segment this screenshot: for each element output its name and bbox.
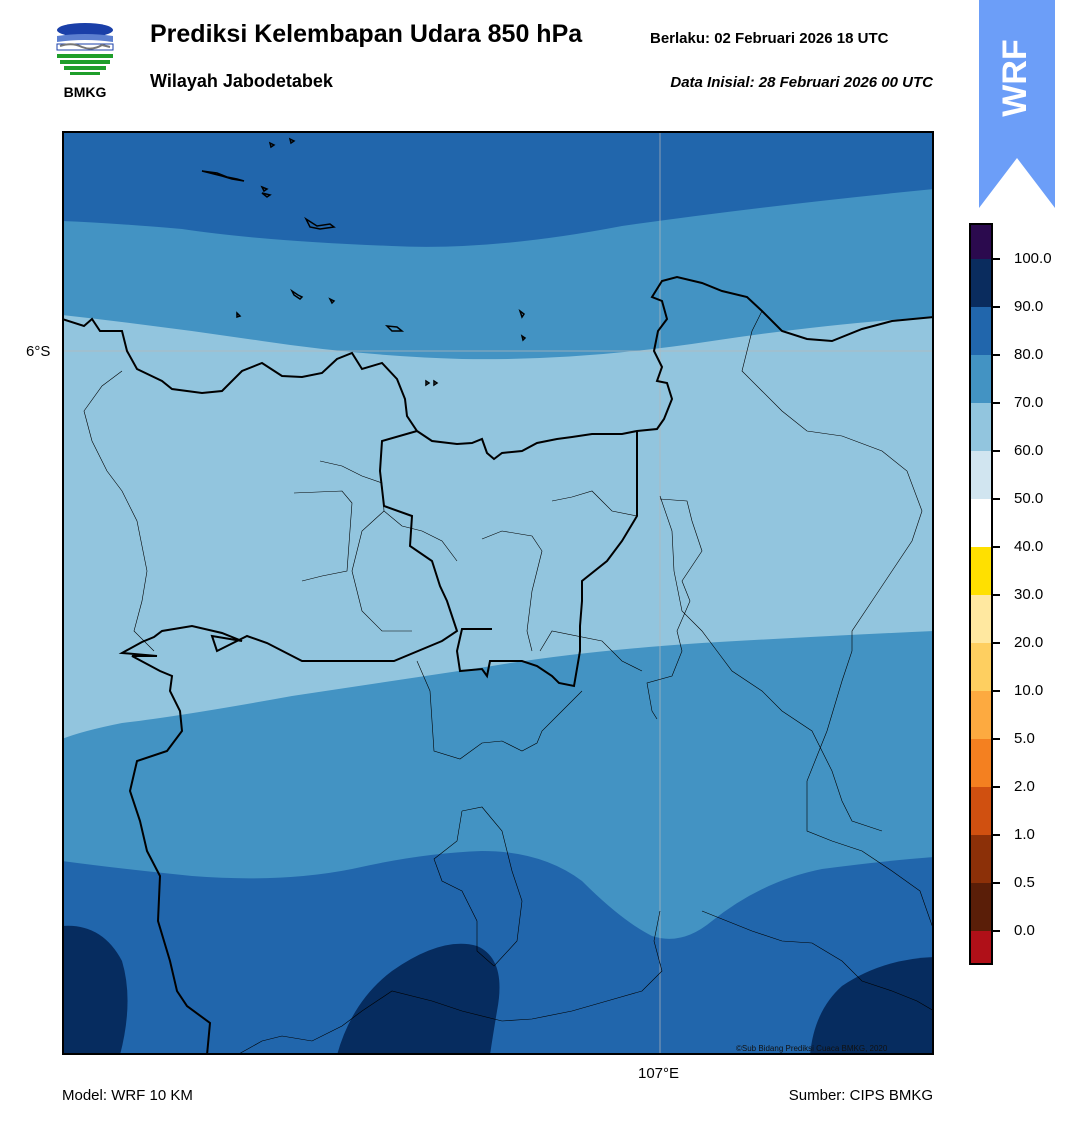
colorbar-tick bbox=[993, 402, 1000, 404]
colorbar-segment bbox=[970, 691, 992, 739]
band-90-100-se bbox=[810, 957, 934, 1055]
valid-time-label: Berlaku: 02 Februari 2026 18 UTC bbox=[650, 30, 889, 47]
islands bbox=[201, 137, 527, 387]
colorbar-tick bbox=[993, 306, 1000, 308]
colorbar-tick-label: 40.0 bbox=[1014, 538, 1044, 555]
colorbar-segment bbox=[970, 883, 992, 931]
logo-text: BMKG bbox=[63, 84, 107, 100]
colorbar-tick-label: 90.0 bbox=[1014, 298, 1044, 315]
colorbar-tick bbox=[993, 930, 1000, 932]
page-title: Prediksi Kelembapan Udara 850 hPa bbox=[150, 20, 583, 48]
colorbar-segment bbox=[970, 224, 992, 259]
band-80-90-south bbox=[62, 851, 934, 1055]
colorbar-segment bbox=[970, 835, 992, 883]
wrf-badge: WRF bbox=[979, 0, 1055, 208]
colorbar-segment bbox=[970, 307, 992, 355]
band-60-70 bbox=[62, 315, 934, 739]
colorbar-tick bbox=[993, 786, 1000, 788]
colorbar-tick bbox=[993, 546, 1000, 548]
band-90-100-south bbox=[337, 943, 500, 1055]
colorbar-tick bbox=[993, 642, 1000, 644]
colorbar-tick bbox=[993, 498, 1000, 500]
bmkg-logo-icon bbox=[56, 23, 114, 75]
band-90-100-sw bbox=[62, 925, 128, 1055]
colorbar-tick bbox=[993, 594, 1000, 596]
colorbar bbox=[969, 223, 993, 965]
wrf-badge-text: WRF bbox=[996, 39, 1034, 116]
init-time-label: Data Inisial: 28 Februari 2026 00 UTC bbox=[670, 74, 933, 91]
colorbar-tick-label: 0.5 bbox=[1014, 874, 1035, 891]
colorbar-tick bbox=[993, 882, 1000, 884]
colorbar-tick-label: 80.0 bbox=[1014, 346, 1044, 363]
colorbar-tick-label: 1.0 bbox=[1014, 826, 1035, 843]
colorbar-segment bbox=[970, 451, 992, 499]
region-subtitle: Wilayah Jabodetabek bbox=[150, 71, 333, 91]
colorbar-segment bbox=[970, 259, 992, 307]
colorbar-tick-label: 20.0 bbox=[1014, 634, 1044, 651]
lat-tick-label: 6°S bbox=[26, 343, 51, 360]
colorbar-segment bbox=[970, 787, 992, 835]
colorbar-segment bbox=[970, 403, 992, 451]
colorbar-segment bbox=[970, 499, 992, 547]
colorbar-tick-label: 60.0 bbox=[1014, 442, 1044, 459]
colorbar-tick-label: 0.0 bbox=[1014, 922, 1035, 939]
colorbar-segment bbox=[970, 595, 992, 643]
colorbar-tick-label: 10.0 bbox=[1014, 682, 1044, 699]
colorbar-segment bbox=[970, 547, 992, 595]
province-border-west bbox=[118, 430, 459, 1055]
colorbar-tick-label: 100.0 bbox=[1014, 250, 1052, 267]
colorbar-tick-label: 50.0 bbox=[1014, 490, 1044, 507]
humidity-map bbox=[62, 131, 934, 1055]
colorbar-tick-label: 30.0 bbox=[1014, 586, 1044, 603]
colorbar-segment bbox=[970, 643, 992, 691]
colorbar-segment bbox=[970, 739, 992, 787]
colorbar-segment bbox=[970, 931, 992, 965]
colorbar-tick bbox=[993, 834, 1000, 836]
colorbar-tick bbox=[993, 258, 1000, 260]
colorbar-tick-label: 2.0 bbox=[1014, 778, 1035, 795]
coastline bbox=[62, 275, 934, 461]
source-label: Sumber: CIPS BMKG bbox=[788, 1087, 933, 1104]
colorbar-tick bbox=[993, 690, 1000, 692]
credit-text: ©Sub Bidang Prediksi Cuaca BMKG, 2020 bbox=[736, 1044, 888, 1053]
colorbar-tick bbox=[993, 450, 1000, 452]
province-border-east bbox=[455, 431, 638, 688]
lon-tick-label: 107°E bbox=[638, 1065, 680, 1082]
colorbar-tick-label: 5.0 bbox=[1014, 730, 1035, 747]
colorbar-tick bbox=[993, 354, 1000, 356]
regency-borders bbox=[83, 310, 934, 1055]
band-80-90-north bbox=[62, 131, 934, 247]
colorbar-tick bbox=[993, 738, 1000, 740]
model-label: Model: WRF 10 KM bbox=[62, 1087, 193, 1104]
colorbar-segment bbox=[970, 355, 992, 403]
colorbar-tick-label: 70.0 bbox=[1014, 394, 1044, 411]
